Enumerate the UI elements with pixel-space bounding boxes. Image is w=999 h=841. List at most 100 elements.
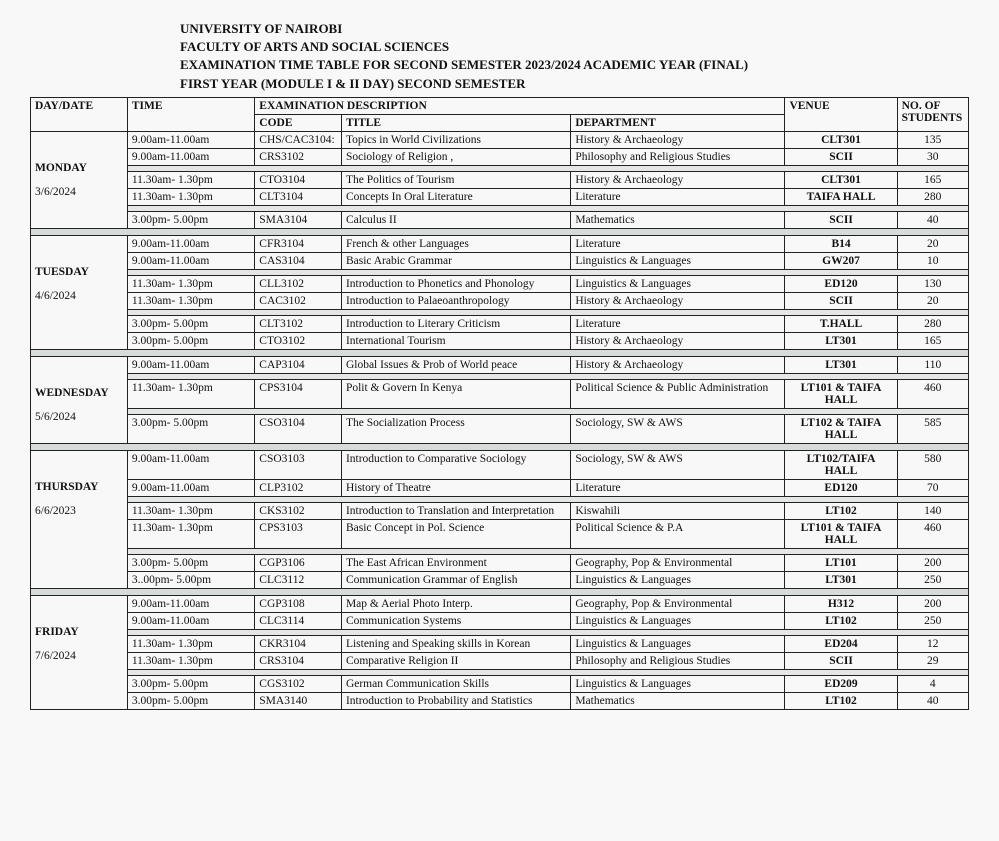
header-faculty: FACULTY OF ARTS AND SOCIAL SCIENCES <box>180 38 969 56</box>
time-cell: 3.00pm- 5.00pm <box>127 211 254 228</box>
no-cell: 585 <box>897 414 968 443</box>
venue-cell: CLT301 <box>785 171 897 188</box>
time-cell: 11.30am- 1.30pm <box>127 275 254 292</box>
venue-cell: ED209 <box>785 675 897 692</box>
col-exam-desc: EXAMINATION DESCRIPTION <box>255 97 785 114</box>
title-cell: Basic Concept in Pol. Science <box>341 519 570 548</box>
no-cell: 460 <box>897 379 968 408</box>
no-cell: 250 <box>897 571 968 588</box>
title-cell: Polit & Govern In Kenya <box>341 379 570 408</box>
table-row: 9.00am-11.00amCRS3102Sociology of Religi… <box>31 148 969 165</box>
day-name: TUESDAY <box>35 266 123 278</box>
dept-cell: Geography, Pop & Environmental <box>571 554 785 571</box>
table-row: 11.30am- 1.30pmCLT3104Concepts In Oral L… <box>31 188 969 205</box>
venue-cell: SCII <box>785 652 897 669</box>
title-cell: Calculus II <box>341 211 570 228</box>
time-cell: 3.00pm- 5.00pm <box>127 414 254 443</box>
day-date: 4/6/2024 <box>35 290 123 302</box>
col-no: NO. OF STUDENTS <box>897 97 968 131</box>
time-cell: 11.30am- 1.30pm <box>127 292 254 309</box>
dept-cell: Linguistics & Languages <box>571 612 785 629</box>
header-title: EXAMINATION TIME TABLE FOR SECOND SEMEST… <box>180 56 969 74</box>
table-row: 3.00pm- 5.00pmSMA3140Introduction to Pro… <box>31 692 969 709</box>
title-cell: Concepts In Oral Literature <box>341 188 570 205</box>
table-row: 3..00pm- 5.00pmCLC3112Communication Gram… <box>31 571 969 588</box>
title-cell: The Socialization Process <box>341 414 570 443</box>
col-daydate: DAY/DATE <box>31 97 128 131</box>
table-row: 11.30am- 1.30pmCKR3104Listening and Spea… <box>31 635 969 652</box>
title-cell: Introduction to Literary Criticism <box>341 315 570 332</box>
dept-cell: Literature <box>571 479 785 496</box>
title-cell: International Tourism <box>341 332 570 349</box>
code-cell: CKS3102 <box>255 502 342 519</box>
venue-cell: LT102 & TAIFA HALL <box>785 414 897 443</box>
dept-cell: Literature <box>571 188 785 205</box>
dept-cell: Kiswahili <box>571 502 785 519</box>
table-row: FRIDAY7/6/20249.00am-11.00amCGP3108Map &… <box>31 595 969 612</box>
no-cell: 165 <box>897 171 968 188</box>
venue-cell: LT102 <box>785 692 897 709</box>
time-cell: 9.00am-11.00am <box>127 612 254 629</box>
no-cell: 280 <box>897 315 968 332</box>
day-separator <box>31 349 969 356</box>
code-cell: CSO3104 <box>255 414 342 443</box>
time-cell: 3.00pm- 5.00pm <box>127 675 254 692</box>
no-cell: 40 <box>897 211 968 228</box>
table-row: MONDAY3/6/20249.00am-11.00amCHS/CAC3104:… <box>31 131 969 148</box>
day-date: 5/6/2024 <box>35 411 123 423</box>
code-cell: CLC3112 <box>255 571 342 588</box>
no-cell: 10 <box>897 252 968 269</box>
day-separator-cell <box>31 349 969 356</box>
dept-cell: Mathematics <box>571 692 785 709</box>
venue-cell: LT102/TAIFA HALL <box>785 450 897 479</box>
code-cell: CLT3102 <box>255 315 342 332</box>
time-cell: 3..00pm- 5.00pm <box>127 571 254 588</box>
code-cell: CLT3104 <box>255 188 342 205</box>
venue-cell: H312 <box>785 595 897 612</box>
day-cell: THURSDAY6/6/2023 <box>31 450 128 588</box>
day-separator <box>31 443 969 450</box>
time-cell: 11.30am- 1.30pm <box>127 171 254 188</box>
day-separator <box>31 588 969 595</box>
code-cell: CGS3102 <box>255 675 342 692</box>
time-cell: 9.00am-11.00am <box>127 235 254 252</box>
title-cell: Sociology of Religion , <box>341 148 570 165</box>
dept-cell: Linguistics & Languages <box>571 675 785 692</box>
time-cell: 9.00am-11.00am <box>127 148 254 165</box>
day-name: MONDAY <box>35 162 123 174</box>
no-cell: 130 <box>897 275 968 292</box>
dept-cell: Linguistics & Languages <box>571 275 785 292</box>
day-name: FRIDAY <box>35 626 123 638</box>
time-cell: 3.00pm- 5.00pm <box>127 692 254 709</box>
dept-cell: Literature <box>571 315 785 332</box>
table-row: 11.30am- 1.30pmCPS3103Basic Concept in P… <box>31 519 969 548</box>
no-cell: 460 <box>897 519 968 548</box>
title-cell: The Politics of Tourism <box>341 171 570 188</box>
code-cell: CPS3104 <box>255 379 342 408</box>
day-cell: TUESDAY 4/6/2024 <box>31 235 128 349</box>
table-row: TUESDAY4/6/20249.00am-11.00amCFR3104Fren… <box>31 235 969 252</box>
title-cell: French & other Languages <box>341 235 570 252</box>
venue-cell: LT301 <box>785 356 897 373</box>
venue-cell: LT101 & TAIFA HALL <box>785 379 897 408</box>
title-cell: Listening and Speaking skills in Korean <box>341 635 570 652</box>
table-row: THURSDAY6/6/20239.00am-11.00amCSO3103Int… <box>31 450 969 479</box>
no-cell: 12 <box>897 635 968 652</box>
title-cell: Introduction to Probability and Statisti… <box>341 692 570 709</box>
no-cell: 70 <box>897 479 968 496</box>
venue-cell: SCII <box>785 148 897 165</box>
day-date: 7/6/2024 <box>35 650 123 662</box>
dept-cell: History & Archaeology <box>571 332 785 349</box>
venue-cell: LT102 <box>785 612 897 629</box>
timetable: DAY/DATE TIME EXAMINATION DESCRIPTION VE… <box>30 97 969 710</box>
title-cell: Map & Aerial Photo Interp. <box>341 595 570 612</box>
day-separator-cell <box>31 588 969 595</box>
day-separator <box>31 228 969 235</box>
title-cell: German Communication Skills <box>341 675 570 692</box>
code-cell: CAC3102 <box>255 292 342 309</box>
time-cell: 3.00pm- 5.00pm <box>127 332 254 349</box>
venue-cell: SCII <box>785 211 897 228</box>
table-row: 11.30am- 1.30pmCAC3102Introduction to Pa… <box>31 292 969 309</box>
code-cell: CLL3102 <box>255 275 342 292</box>
venue-cell: B14 <box>785 235 897 252</box>
